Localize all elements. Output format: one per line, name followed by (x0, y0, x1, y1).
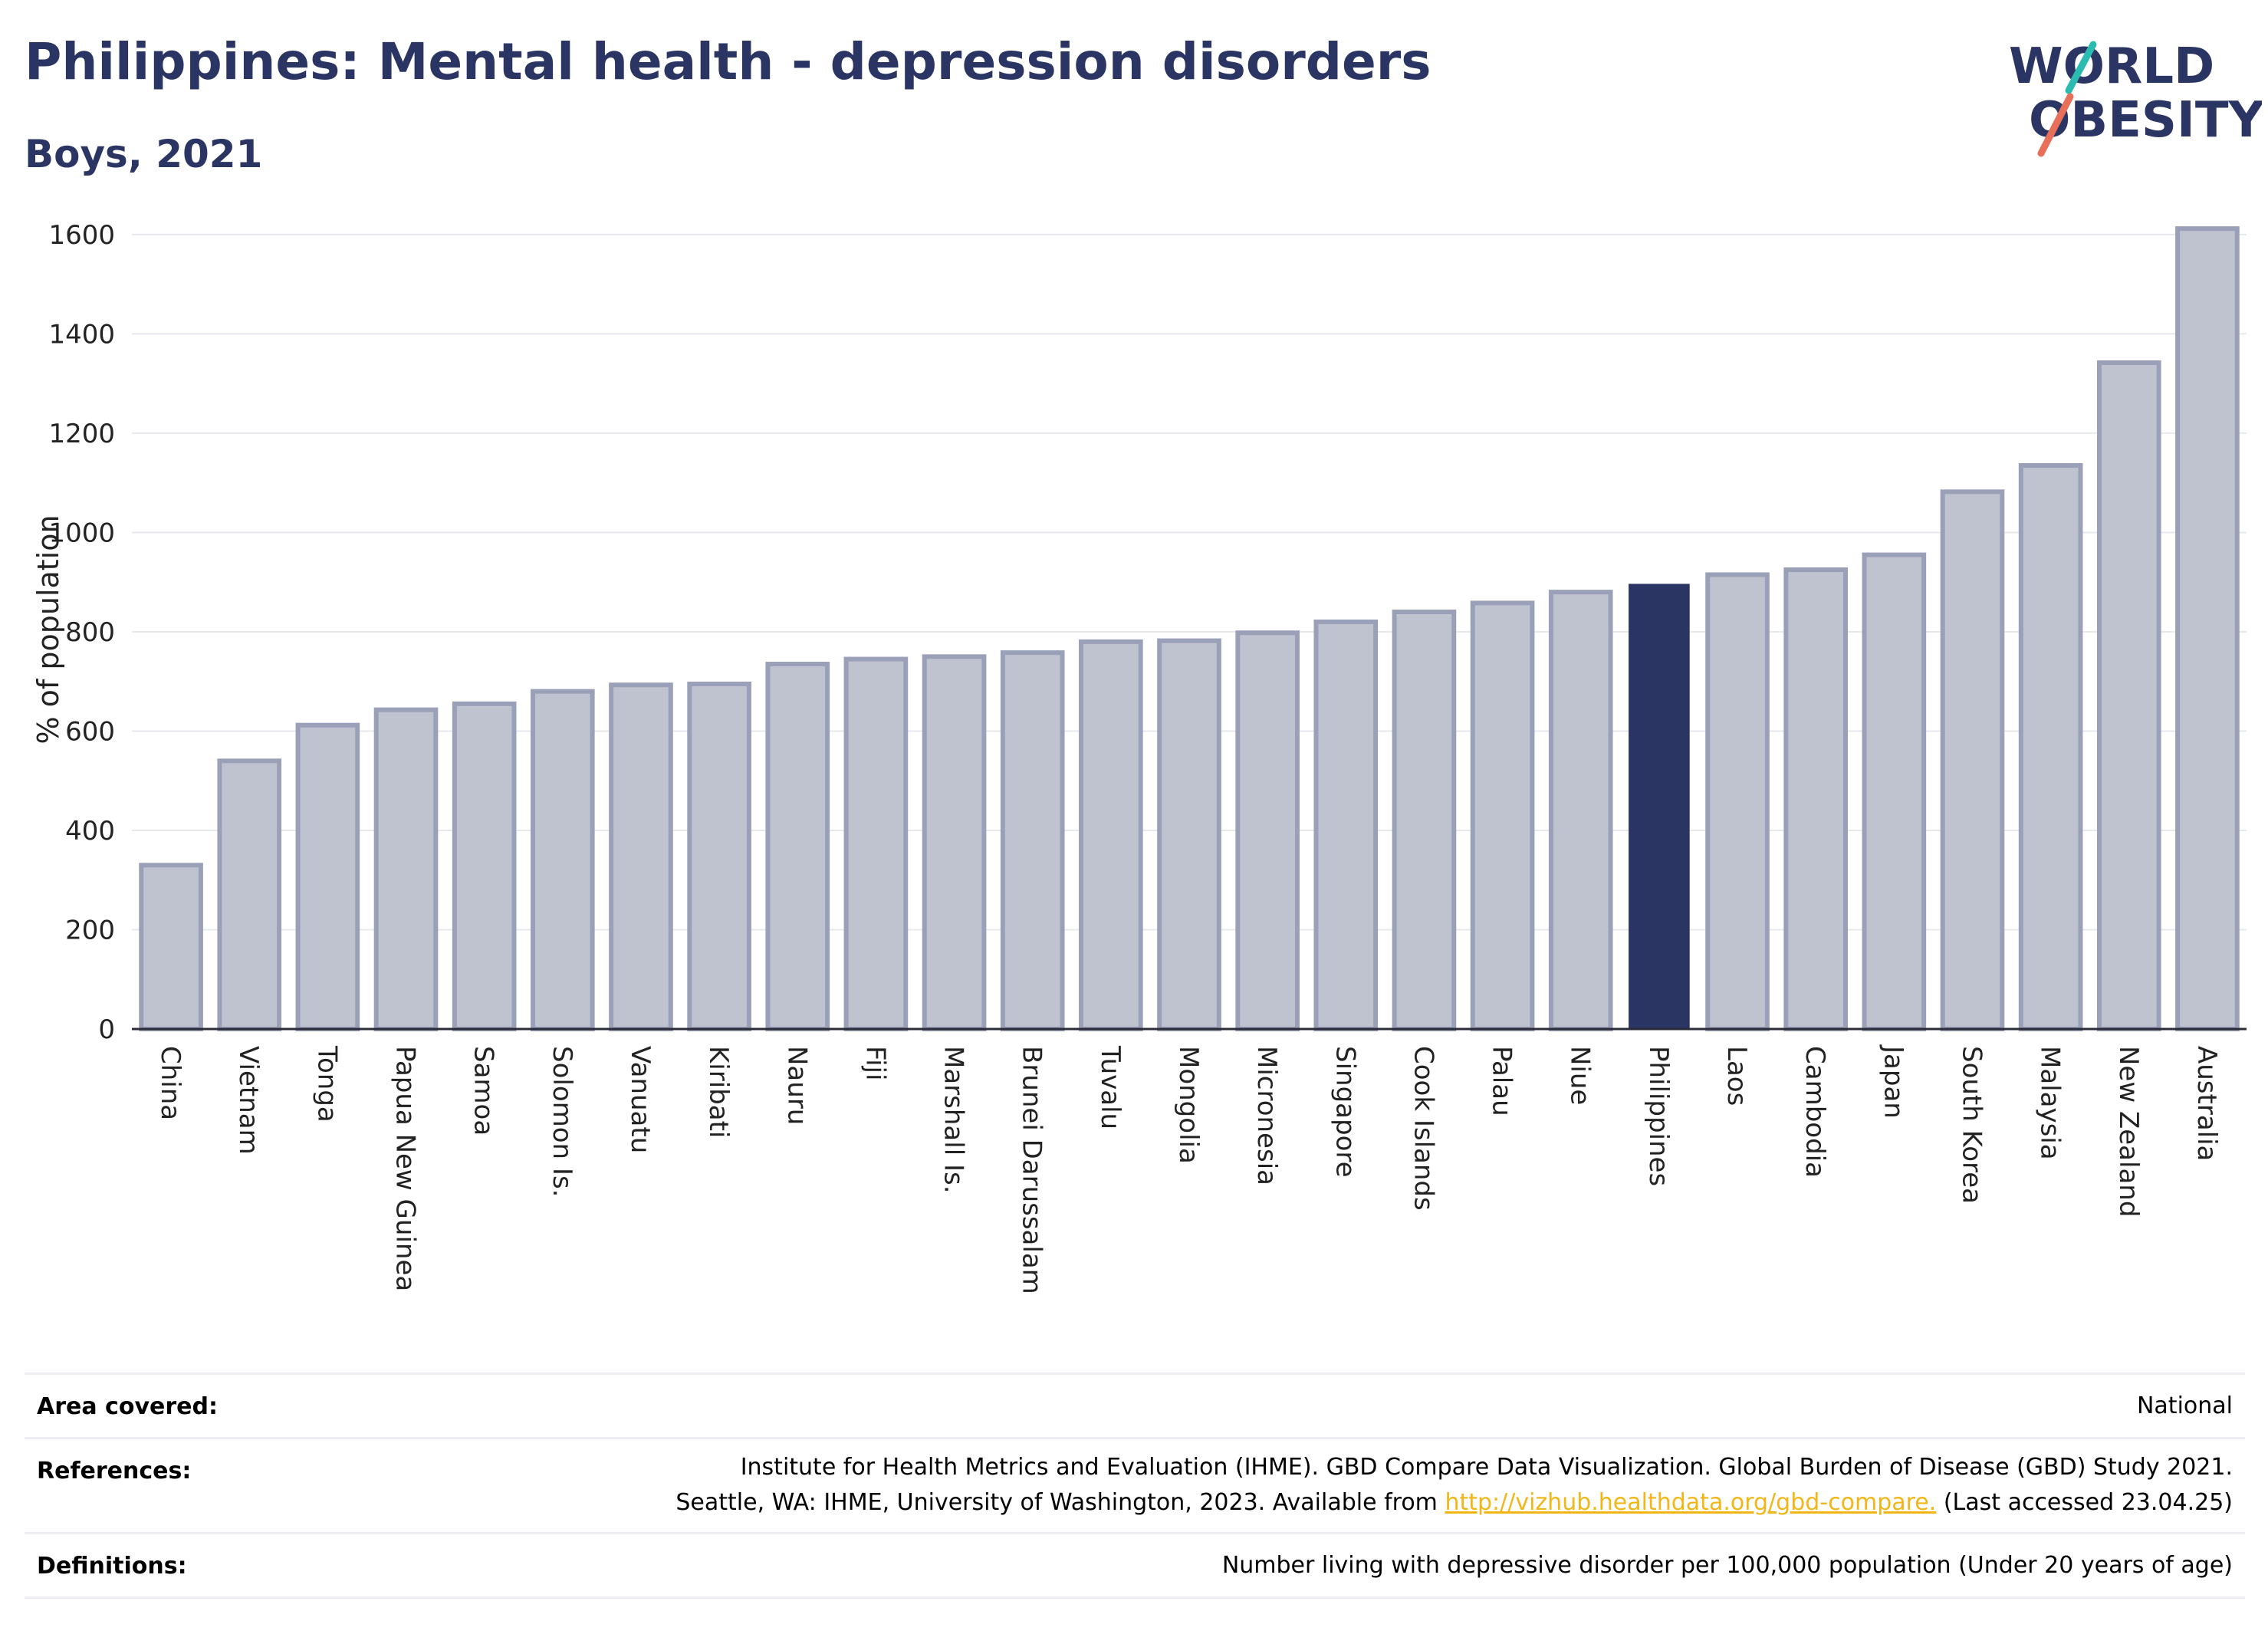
info-row-definitions: Definitions: Number living with depressi… (25, 1532, 2245, 1599)
bar-malaysia (2018, 463, 2083, 1031)
info-row-references: References: Institute for Health Metrics… (25, 1437, 2245, 1534)
x-tick-label: Tuvalu (1095, 1045, 1126, 1129)
x-tick-label: Micronesia (1251, 1046, 1282, 1185)
y-tick-label: 800 (65, 617, 115, 648)
world-obesity-logo: WORLD OBESITY (2009, 38, 2262, 157)
x-tick-label: Vanuatu (625, 1046, 656, 1153)
bar-niue (1548, 590, 1613, 1031)
info-row-area: Area covered: National (25, 1373, 2245, 1439)
y-tick-label: 1000 (48, 518, 115, 548)
bar-vanuatu (609, 682, 673, 1031)
x-tick-label: Philippines (1643, 1046, 1674, 1186)
x-tick-label: Kiribati (703, 1046, 734, 1138)
bar-nauru (765, 662, 830, 1031)
bar-cambodia (1783, 567, 1849, 1031)
bar-tonga (295, 722, 360, 1031)
x-tick-label: Japan (1878, 1044, 1908, 1119)
x-tick-label: Mongolia (1173, 1046, 1204, 1164)
bar-japan (1862, 552, 1927, 1031)
y-tick-label: 1400 (48, 319, 115, 350)
x-tick-label: Laos (1721, 1046, 1752, 1106)
bar-micronesia (1235, 630, 1300, 1031)
bar-australia (2175, 226, 2240, 1031)
bar-solomon-is- (530, 689, 595, 1031)
bar-new-zealand (2096, 360, 2161, 1032)
bar-palau (1470, 600, 1535, 1031)
bar-papua-new-guinea (373, 707, 439, 1031)
bar-brunei-darussalam (1000, 650, 1065, 1032)
x-tick-label: Papua New Guinea (390, 1046, 421, 1291)
references-link[interactable]: http://vizhub.healthdata.org/gbd-compare… (1445, 1489, 1937, 1516)
references-label: References: (37, 1458, 192, 1484)
area-covered-value: National (2136, 1392, 2233, 1419)
logo-slash-coral (2037, 93, 2074, 157)
y-tick-label: 0 (98, 1014, 115, 1045)
chart-title: Philippines: Mental health - depression … (25, 32, 1431, 91)
bar-tuvalu (1079, 639, 1143, 1032)
definitions-value: Number living with depressive disorder p… (1221, 1552, 2233, 1579)
references-value: Institute for Health Metrics and Evaluat… (675, 1450, 2233, 1521)
y-tick-label: 1200 (48, 419, 115, 449)
info-table-bottom-border (25, 1596, 2245, 1599)
chart-subtitle: Boys, 2021 (25, 132, 263, 176)
y-tick-label: 600 (65, 716, 115, 747)
bar-kiribati (687, 681, 751, 1031)
x-tick-label: Solomon Is. (547, 1046, 577, 1197)
logo-text-obesity: OBESITY (2029, 92, 2262, 149)
x-tick-label: Samoa (468, 1046, 499, 1136)
area-covered-label: Area covered: (37, 1393, 218, 1420)
x-tick-label: Cook Islands (1408, 1046, 1438, 1211)
bar-marshall-is- (922, 654, 987, 1032)
bar-mongolia (1157, 638, 1221, 1031)
x-tick-label: Palau (1487, 1046, 1517, 1116)
x-tick-label: China (155, 1046, 186, 1120)
y-tick-label: 400 (65, 816, 115, 847)
bar-philippines (1629, 584, 1690, 1030)
x-tick-label: Fiji (860, 1046, 890, 1080)
bar-laos (1705, 572, 1770, 1032)
references-line-2-post: (Last accessed 23.04.25) (1936, 1489, 2233, 1516)
bar-singapore (1313, 620, 1379, 1031)
x-tick-label: Niue (1565, 1046, 1596, 1105)
x-tick-label: Australia (2191, 1046, 2222, 1161)
x-tick-label: Cambodia (1800, 1046, 1830, 1178)
x-tick-label: Vietnam (233, 1046, 264, 1155)
y-tick-label: 200 (65, 915, 115, 945)
bar-samoa (452, 701, 517, 1031)
x-tick-label: Marshall Is. (938, 1046, 969, 1194)
x-tick-label: New Zealand (2113, 1046, 2144, 1217)
bar-south-korea (1940, 489, 2005, 1031)
x-tick-label: Malaysia (2035, 1046, 2066, 1160)
logo-slash-teal (2065, 41, 2097, 94)
bar-chart: 0 200 400 600 800 1000 1200 1400 1600 % of popula… (31, 220, 2247, 1294)
logo-text-world: WORLD (2009, 38, 2214, 95)
bar-fiji (843, 656, 909, 1031)
bar-china (139, 863, 203, 1031)
bar-cook-islands (1392, 610, 1457, 1031)
bar-vietnam (217, 758, 282, 1031)
definitions-label: Definitions: (37, 1553, 187, 1580)
info-table: Area covered: National References: Insti… (25, 1373, 2245, 1603)
x-tick-label: South Korea (1956, 1046, 1987, 1204)
references-line-1: Institute for Health Metrics and Evaluat… (740, 1454, 2233, 1481)
y-tick-label: 1600 (48, 220, 115, 251)
references-line-2: Seattle, WA: IHME, University of Washing… (675, 1485, 2233, 1521)
x-tick-label: Tonga (311, 1045, 342, 1123)
y-axis-label: % of population (31, 515, 65, 744)
references-line-2-pre: Seattle, WA: IHME, University of Washing… (675, 1489, 1445, 1516)
x-tick-label: Brunei Darussalam (1017, 1046, 1047, 1294)
x-tick-label: Nauru (781, 1046, 812, 1125)
x-tick-label: Singapore (1330, 1046, 1360, 1178)
